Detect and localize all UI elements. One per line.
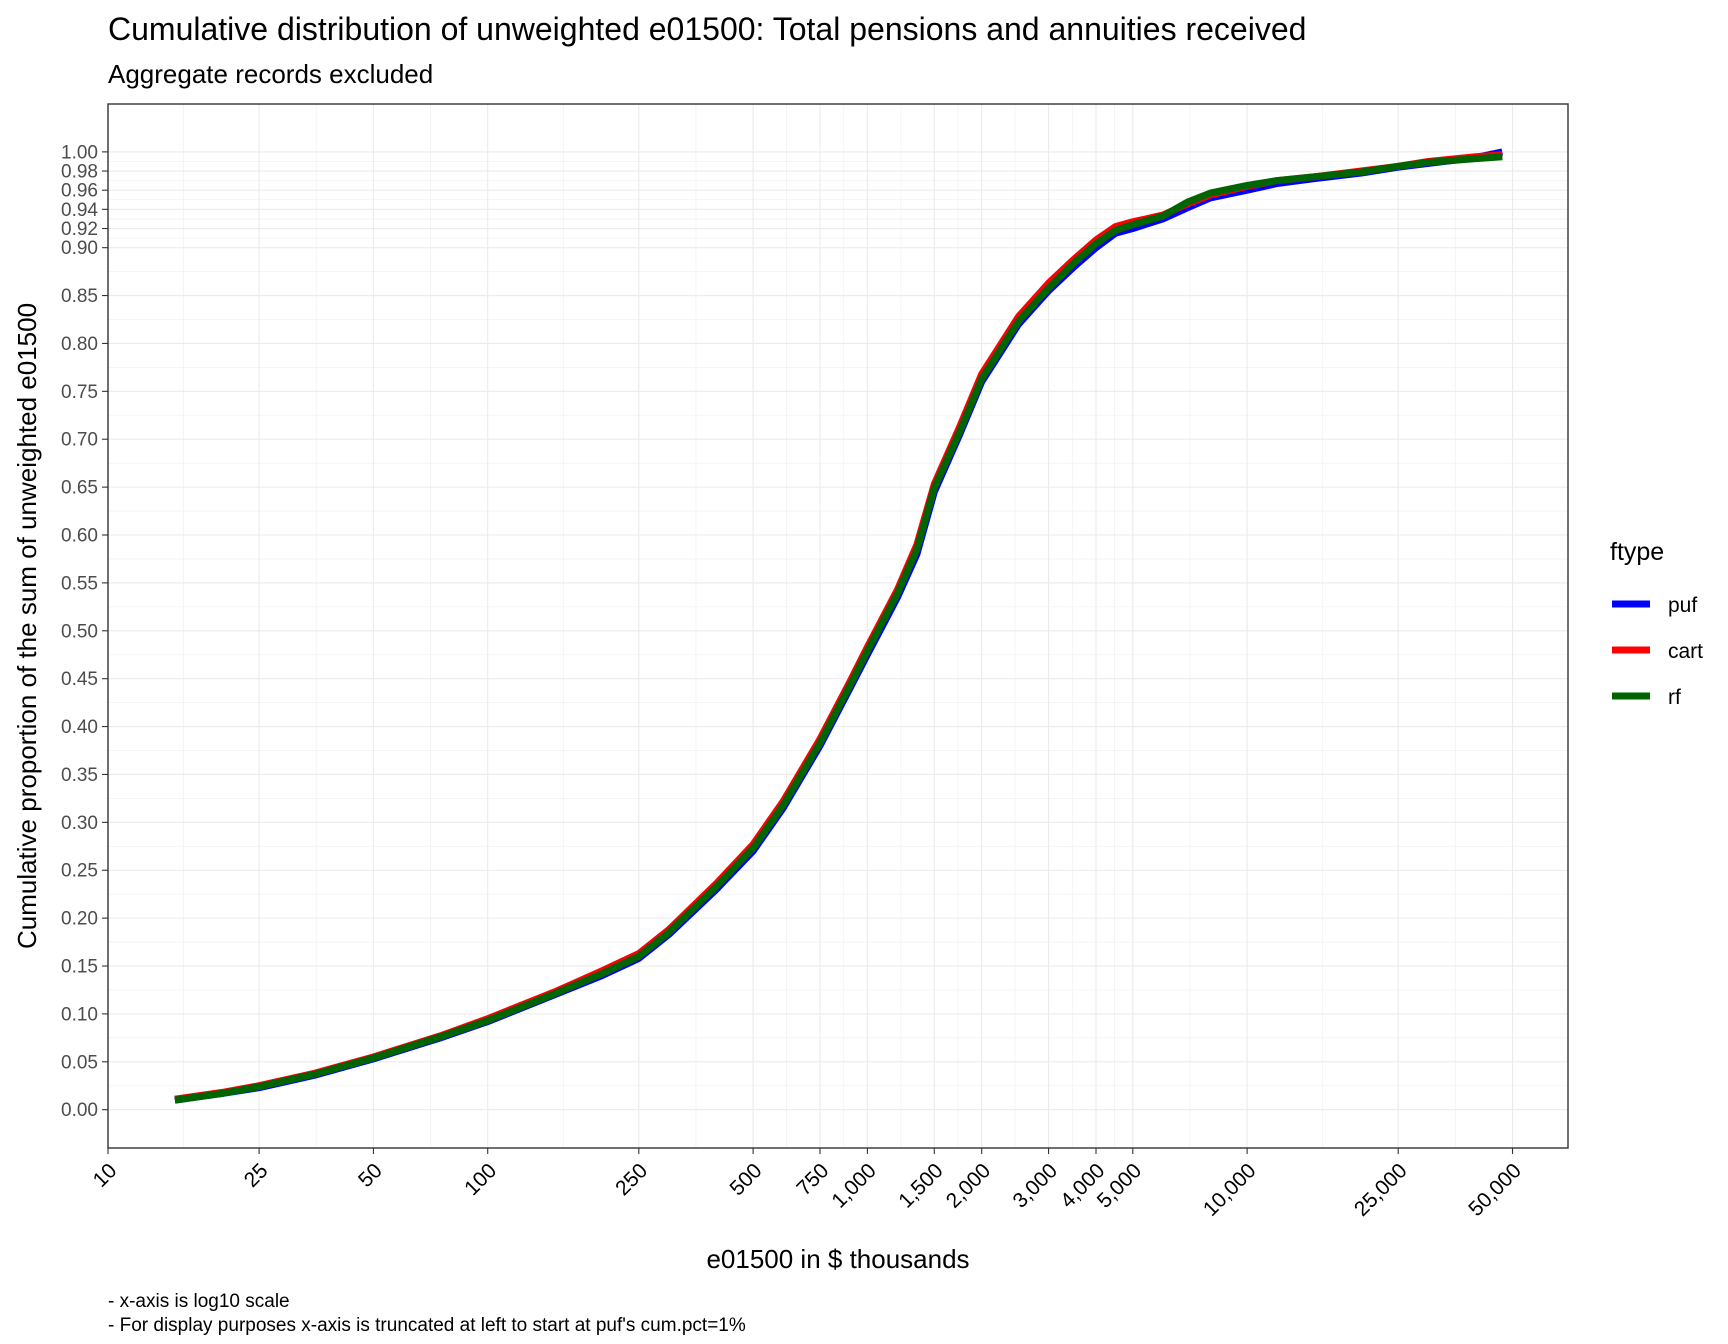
y-tick-label: 0.65: [61, 478, 98, 499]
x-tick-label: 50: [354, 1159, 387, 1192]
x-tick-label: 10,000: [1199, 1159, 1261, 1221]
series-lines: [174, 148, 1504, 1104]
x-tick-label: 50,000: [1464, 1159, 1526, 1221]
y-tick-label: 0.80: [61, 334, 98, 355]
y-tick-label: 0.25: [61, 861, 98, 882]
legend-label-cart: cart: [1668, 640, 1703, 663]
x-tick-label: 250: [611, 1159, 652, 1200]
y-tick-label: 0.15: [61, 957, 98, 978]
x-tick-label: 750: [792, 1159, 833, 1200]
y-axis-title: Cumulative proportion of the sum of unwe…: [12, 303, 42, 949]
x-tick-label: 10: [89, 1159, 122, 1192]
y-tick-label: 0.35: [61, 765, 98, 786]
legend-items: puf cart rf: [1612, 594, 1703, 709]
y-tick-label: 0.55: [61, 573, 98, 594]
y-tick-label: 0.70: [61, 430, 98, 451]
legend: ftype puf cart rf: [1610, 538, 1703, 709]
plot-area: [107, 103, 1569, 1149]
y-tick-label: 0.92: [61, 219, 98, 240]
x-tick-label: 25: [240, 1159, 273, 1192]
y-tick-label: 0.00: [61, 1100, 98, 1121]
x-tick-label: 500: [725, 1159, 766, 1200]
series-line-rf: [174, 153, 1503, 1104]
plot-border: [107, 103, 1569, 1149]
y-tick-label: 0.20: [61, 909, 98, 930]
x-tick-label: 100: [460, 1159, 501, 1200]
legend-label-puf: puf: [1668, 594, 1697, 617]
y-tick-label: 0.10: [61, 1004, 98, 1025]
grid-major: [107, 104, 1568, 1148]
y-tick-label: 0.45: [61, 669, 98, 690]
y-tick-label: 0.05: [61, 1052, 98, 1073]
grid-minor: [108, 104, 1568, 1148]
y-tick-label: 0.30: [61, 813, 98, 834]
x-tick-label: 3,000: [1009, 1159, 1062, 1212]
y-tick-label: 0.50: [61, 621, 98, 642]
y-axis: 0.00 0.05 0.10 0.15 0.20 0.25 0.30 0.35 0.40 0.45…: [61, 142, 108, 1121]
chart-subtitle: Aggregate records excluded: [108, 59, 433, 89]
y-tick-label: 0.96: [61, 181, 98, 202]
caption-line-2: - For display purposes x-axis is truncat…: [108, 1315, 746, 1336]
y-tick-label: 0.75: [61, 382, 98, 403]
y-tick-label: 0.60: [61, 526, 98, 547]
chart-title: Cumulative distribution of unweighted e0…: [108, 11, 1306, 47]
x-tick-label: 25,000: [1350, 1159, 1412, 1221]
y-tick-label: 0.90: [61, 238, 98, 259]
legend-label-rf: rf: [1668, 686, 1681, 709]
legend-title: ftype: [1610, 538, 1664, 566]
plot-background: [108, 104, 1568, 1148]
y-tick-label: 0.94: [61, 200, 98, 221]
caption-line-1: - x-axis is log10 scale: [108, 1291, 290, 1312]
x-tick-label: 1,500: [894, 1159, 947, 1212]
x-tick-label: 2,000: [942, 1159, 995, 1212]
y-tick-label: 0.85: [61, 286, 98, 307]
y-tick-label: 0.40: [61, 717, 98, 738]
x-axis-title: e01500 in $ thousands: [706, 1244, 969, 1274]
x-tick-label: 1,000: [827, 1159, 880, 1212]
y-tick-label: 0.98: [61, 162, 98, 183]
y-tick-label: 1.00: [61, 142, 98, 163]
